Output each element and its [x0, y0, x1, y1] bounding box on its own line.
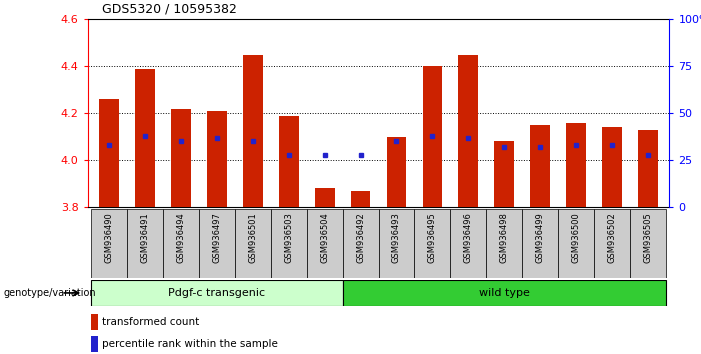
FancyBboxPatch shape: [594, 209, 630, 278]
FancyBboxPatch shape: [558, 209, 594, 278]
Text: GSM936494: GSM936494: [177, 212, 186, 263]
Bar: [90, 336, 98, 352]
Bar: [207, 111, 227, 207]
Bar: [387, 137, 407, 207]
FancyBboxPatch shape: [450, 209, 486, 278]
Text: Pdgf-c transgenic: Pdgf-c transgenic: [168, 288, 266, 298]
Text: GDS5320 / 10595382: GDS5320 / 10595382: [102, 3, 236, 16]
Bar: [494, 141, 514, 207]
FancyBboxPatch shape: [414, 209, 450, 278]
Bar: [458, 55, 478, 207]
Text: transformed count: transformed count: [102, 317, 199, 327]
Text: GSM936495: GSM936495: [428, 212, 437, 263]
Bar: [315, 188, 334, 207]
FancyBboxPatch shape: [91, 280, 343, 306]
Bar: [279, 116, 299, 207]
FancyBboxPatch shape: [343, 280, 666, 306]
Text: GSM936504: GSM936504: [320, 212, 329, 263]
Text: GSM936505: GSM936505: [644, 212, 653, 263]
FancyBboxPatch shape: [235, 209, 271, 278]
FancyBboxPatch shape: [271, 209, 307, 278]
Text: GSM936502: GSM936502: [608, 212, 616, 263]
Text: GSM936498: GSM936498: [500, 212, 509, 263]
Bar: [350, 191, 370, 207]
Text: wild type: wild type: [479, 288, 530, 298]
Text: GSM936493: GSM936493: [392, 212, 401, 263]
Text: GSM936491: GSM936491: [141, 212, 149, 263]
Bar: [602, 127, 622, 207]
FancyBboxPatch shape: [486, 209, 522, 278]
Text: GSM936497: GSM936497: [212, 212, 222, 263]
FancyBboxPatch shape: [630, 209, 666, 278]
Bar: [638, 130, 658, 207]
FancyBboxPatch shape: [307, 209, 343, 278]
Text: percentile rank within the sample: percentile rank within the sample: [102, 339, 278, 349]
Bar: [135, 69, 155, 207]
Bar: [423, 66, 442, 207]
Text: GSM936492: GSM936492: [356, 212, 365, 263]
Bar: [243, 55, 263, 207]
FancyBboxPatch shape: [379, 209, 414, 278]
FancyBboxPatch shape: [199, 209, 235, 278]
FancyBboxPatch shape: [343, 209, 379, 278]
FancyBboxPatch shape: [91, 209, 127, 278]
Bar: [530, 125, 550, 207]
Text: GSM936501: GSM936501: [248, 212, 257, 263]
FancyBboxPatch shape: [127, 209, 163, 278]
Bar: [566, 122, 586, 207]
FancyBboxPatch shape: [163, 209, 199, 278]
FancyBboxPatch shape: [522, 209, 558, 278]
Text: GSM936503: GSM936503: [284, 212, 293, 263]
Bar: [171, 109, 191, 207]
Text: GSM936499: GSM936499: [536, 212, 545, 263]
Text: genotype/variation: genotype/variation: [4, 288, 96, 298]
Bar: [100, 99, 119, 207]
Text: GSM936500: GSM936500: [571, 212, 580, 263]
Bar: [90, 314, 98, 330]
Text: GSM936496: GSM936496: [464, 212, 473, 263]
Text: GSM936490: GSM936490: [104, 212, 114, 263]
